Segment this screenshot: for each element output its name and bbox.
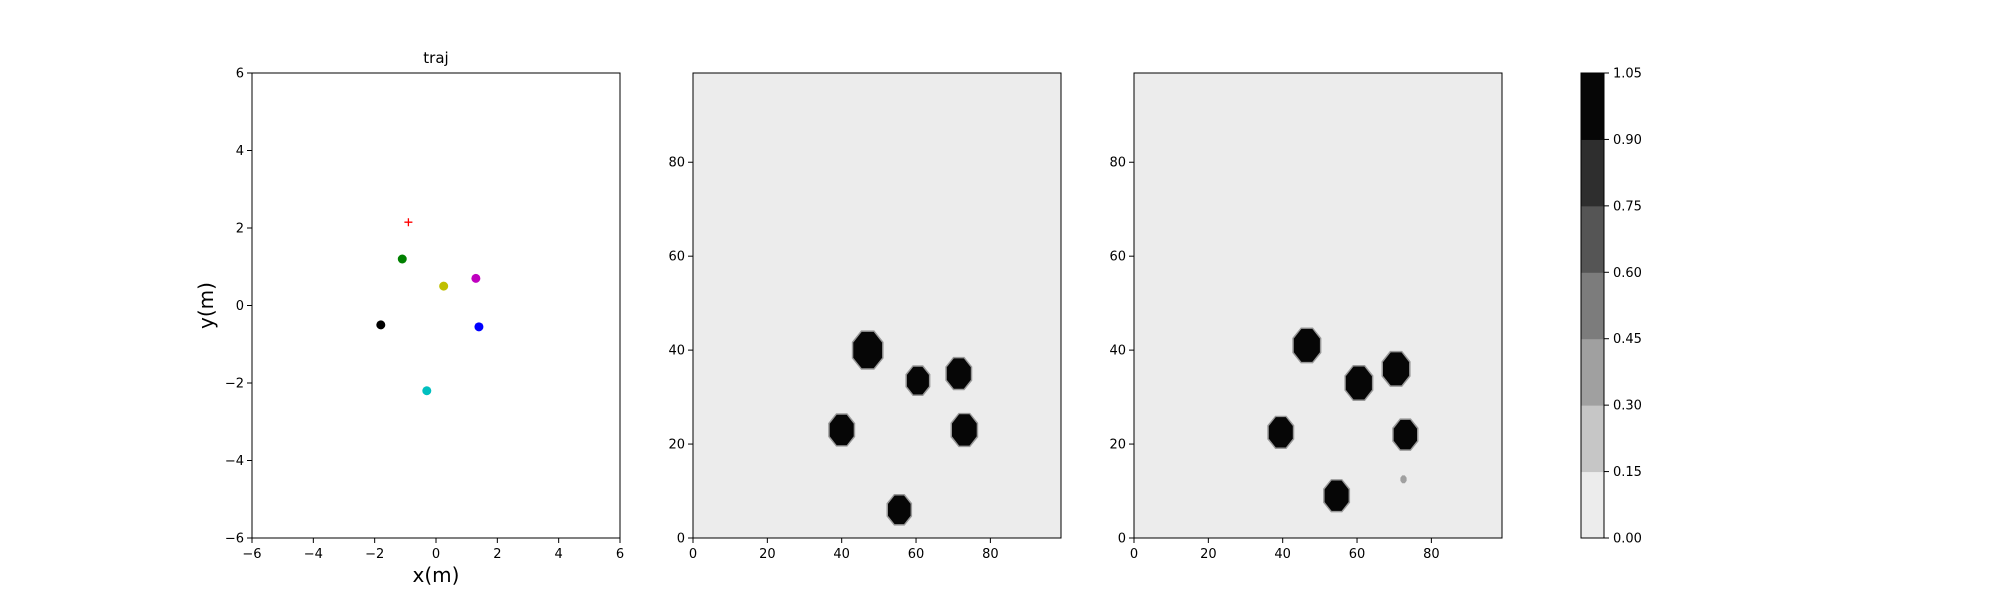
- axes-frame: [1133, 72, 1503, 539]
- x-tick-label: 60: [1349, 547, 1366, 562]
- colorbar-segment: [1581, 338, 1604, 406]
- x-tick-label: −4: [304, 547, 323, 562]
- x-tick-label: 0: [432, 547, 440, 562]
- x-tick-label: 20: [759, 547, 776, 562]
- y-axis-label: y(m): [194, 282, 218, 329]
- goal-marker: [404, 218, 413, 227]
- x-tick-label: 20: [1200, 547, 1217, 562]
- y-tick-label: 20: [1109, 438, 1126, 453]
- colorbar-frame: [1580, 72, 1605, 539]
- obstacle-blob: [1345, 366, 1372, 400]
- obstacle-blob: [952, 414, 977, 446]
- scatter-point: [474, 322, 484, 332]
- colorbar-segment: [1581, 471, 1604, 539]
- y-tick-label: 80: [668, 156, 685, 171]
- axes-frame: [692, 72, 1062, 539]
- y-tick-label: 60: [1109, 250, 1126, 265]
- heatmap-background: [1134, 73, 1502, 538]
- y-tick-label: −6: [225, 532, 244, 547]
- x-tick-label: −6: [242, 547, 261, 562]
- x-tick-label: −2: [365, 547, 384, 562]
- colorbar-segment: [1581, 139, 1604, 207]
- colorbar-tick-label: 0.60: [1613, 266, 1642, 281]
- trajectory-panel: −6 −4 −2 0 2 4 6 −6 −4 −2 0 2 4 6 traj x(m) y(m): [194, 49, 624, 587]
- y-tick-label: 0: [677, 532, 685, 547]
- x-tick-label: 2: [493, 547, 501, 562]
- scatter-point: [376, 320, 386, 330]
- y-tick-label: 6: [236, 67, 244, 82]
- obstacle-blob: [1383, 352, 1410, 386]
- plot-area: [252, 73, 620, 538]
- colorbar-tick-label: 0.90: [1613, 133, 1642, 148]
- heatmap-background: [693, 73, 1061, 538]
- colorbar-tick-label: 0.00: [1613, 532, 1642, 547]
- colorbar-tick-label: 0.15: [1613, 465, 1642, 480]
- x-tick-label: 80: [1423, 547, 1440, 562]
- x-tick-label: 40: [1274, 547, 1291, 562]
- x-tick-label: 40: [833, 547, 850, 562]
- x-tick-label: 0: [1130, 547, 1138, 562]
- y-tick-label: 40: [668, 344, 685, 359]
- colorbar-tick-label: 0.45: [1613, 332, 1642, 347]
- obstacle-blob: [829, 414, 854, 446]
- x-axis-label: x(m): [413, 563, 460, 587]
- y-tick-label: 20: [668, 438, 685, 453]
- y-tick-label: 4: [236, 144, 244, 159]
- occupancy-map-panel-1: 0 20 40 60 80 0 20 40 60 80: [668, 72, 1062, 562]
- obstacle-blob: [946, 358, 971, 389]
- colorbar-segment: [1581, 405, 1604, 473]
- axes-frame: [251, 72, 621, 539]
- obstacle-blob: [1268, 417, 1293, 448]
- scatter-point: [471, 273, 481, 283]
- y-tick-label: 0: [236, 299, 244, 314]
- scatter-point: [397, 254, 407, 264]
- colorbar-tick-label: 0.30: [1613, 399, 1642, 414]
- x-tick-label: 60: [908, 547, 925, 562]
- colorbar-tick-label: 0.75: [1613, 199, 1642, 214]
- scatter-point: [439, 281, 449, 291]
- x-tick-label: 6: [616, 547, 624, 562]
- y-tick-label: 80: [1109, 156, 1126, 171]
- y-tick-label: −4: [225, 454, 244, 469]
- colorbar-segment: [1581, 205, 1604, 273]
- chart-title: traj: [423, 49, 448, 67]
- colorbar-segment: [1581, 272, 1604, 340]
- scatter-point: [422, 386, 432, 396]
- x-tick-label: 80: [982, 547, 999, 562]
- obstacle-blob: [1400, 475, 1407, 484]
- occupancy-map-panel-2: 0 20 40 60 80 0 20 40 60 80: [1109, 72, 1503, 562]
- colorbar-segment: [1581, 73, 1604, 140]
- y-tick-label: 60: [668, 250, 685, 265]
- colorbar-tick-label: 1.05: [1613, 67, 1642, 82]
- y-tick-label: 2: [236, 222, 244, 237]
- colorbar-panel: 0.00 0.15 0.30 0.45 0.60 0.75 0.90 1.05: [1580, 67, 1642, 547]
- obstacle-blob: [1293, 328, 1320, 362]
- obstacle-blob: [1393, 419, 1417, 450]
- obstacle-blob: [853, 331, 883, 369]
- obstacle-blob: [1324, 480, 1349, 511]
- y-tick-label: −2: [225, 377, 244, 392]
- obstacle-blob: [888, 495, 911, 525]
- y-tick-label: 40: [1109, 344, 1126, 359]
- x-tick-label: 0: [689, 547, 697, 562]
- x-tick-label: 4: [555, 547, 563, 562]
- obstacle-blob: [906, 366, 929, 395]
- y-tick-label: 0: [1118, 532, 1126, 547]
